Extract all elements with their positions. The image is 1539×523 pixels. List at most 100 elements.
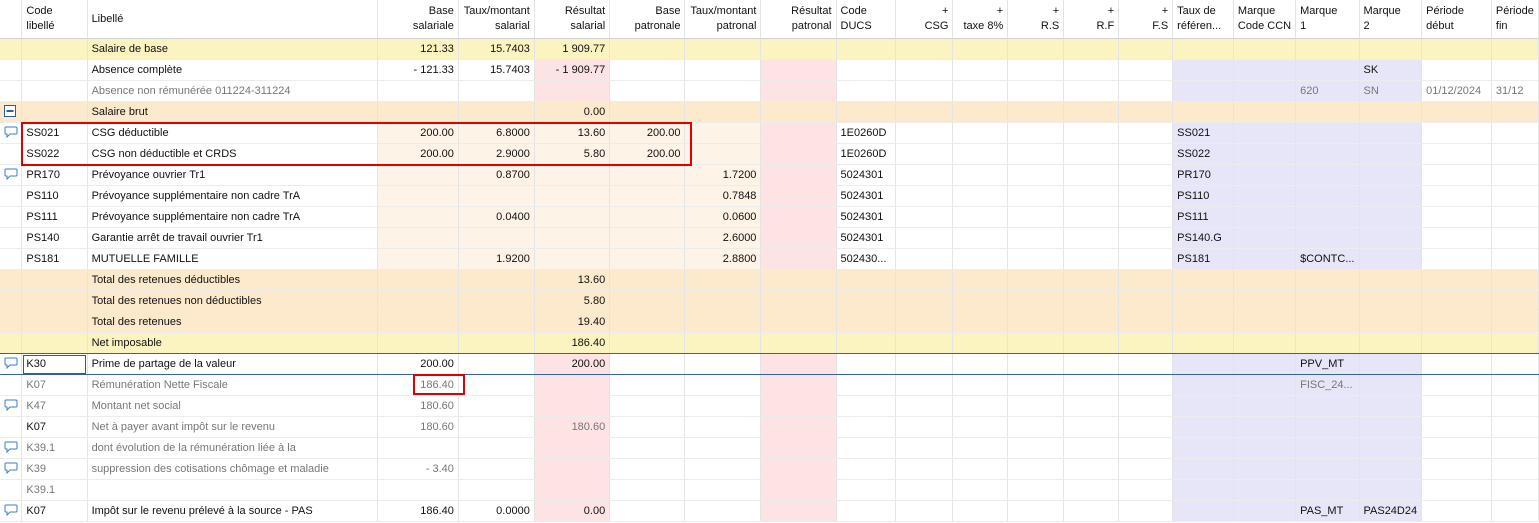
label-cell[interactable]: Prévoyance supplémentaire non cadre TrA bbox=[87, 207, 377, 228]
value-cell[interactable] bbox=[377, 228, 458, 249]
value-cell[interactable] bbox=[1173, 102, 1234, 123]
value-cell[interactable] bbox=[1064, 186, 1119, 207]
value-cell[interactable] bbox=[458, 81, 534, 102]
value-cell[interactable] bbox=[1064, 60, 1119, 81]
value-cell[interactable] bbox=[1064, 81, 1119, 102]
value-cell[interactable] bbox=[1008, 186, 1064, 207]
value-cell[interactable] bbox=[377, 270, 458, 291]
value-cell[interactable] bbox=[685, 417, 761, 438]
value-cell[interactable] bbox=[1296, 270, 1359, 291]
code-cell[interactable] bbox=[22, 39, 87, 60]
value-cell[interactable] bbox=[534, 186, 609, 207]
table-row[interactable]: Total des retenues non déductibles5.80 bbox=[0, 291, 1539, 312]
value-cell[interactable] bbox=[458, 291, 534, 312]
value-cell[interactable] bbox=[1119, 333, 1173, 354]
value-cell[interactable] bbox=[377, 249, 458, 270]
value-cell[interactable] bbox=[685, 60, 761, 81]
value-cell[interactable] bbox=[896, 228, 953, 249]
value-cell[interactable] bbox=[1491, 39, 1538, 60]
value-cell[interactable] bbox=[1173, 333, 1234, 354]
value-cell[interactable] bbox=[761, 312, 836, 333]
value-cell[interactable] bbox=[1173, 396, 1234, 417]
value-cell[interactable] bbox=[610, 165, 685, 186]
table-row[interactable]: Total des retenues déductibles13.60 bbox=[0, 270, 1539, 291]
value-cell[interactable] bbox=[1173, 375, 1234, 396]
value-cell[interactable]: 2.8800 bbox=[685, 249, 761, 270]
value-cell[interactable] bbox=[1491, 438, 1538, 459]
value-cell[interactable] bbox=[1008, 123, 1064, 144]
value-cell[interactable] bbox=[761, 438, 836, 459]
value-cell[interactable] bbox=[1491, 396, 1538, 417]
row-icon[interactable] bbox=[0, 123, 22, 144]
value-cell[interactable] bbox=[1064, 102, 1119, 123]
value-cell[interactable] bbox=[1491, 375, 1538, 396]
value-cell[interactable] bbox=[1359, 249, 1422, 270]
column-header[interactable]: Basepatronale bbox=[610, 0, 685, 39]
column-header[interactable]: CodeDUCS bbox=[836, 0, 896, 39]
label-cell[interactable] bbox=[87, 480, 377, 501]
table-row[interactable]: Net imposable186.40 bbox=[0, 333, 1539, 354]
value-cell[interactable]: 5024301 bbox=[836, 228, 896, 249]
value-cell[interactable] bbox=[1359, 186, 1422, 207]
value-cell[interactable] bbox=[1173, 291, 1234, 312]
value-cell[interactable] bbox=[1296, 144, 1359, 165]
value-cell[interactable] bbox=[458, 396, 534, 417]
value-cell[interactable] bbox=[896, 291, 953, 312]
code-cell[interactable] bbox=[22, 291, 87, 312]
value-cell[interactable]: 5024301 bbox=[836, 186, 896, 207]
value-cell[interactable] bbox=[836, 60, 896, 81]
value-cell[interactable] bbox=[896, 312, 953, 333]
value-cell[interactable] bbox=[1119, 39, 1173, 60]
value-cell[interactable] bbox=[836, 291, 896, 312]
value-cell[interactable] bbox=[534, 249, 609, 270]
value-cell[interactable]: 1E0260D bbox=[836, 144, 896, 165]
value-cell[interactable] bbox=[458, 438, 534, 459]
value-cell[interactable] bbox=[761, 60, 836, 81]
value-cell[interactable] bbox=[1359, 291, 1422, 312]
value-cell[interactable] bbox=[953, 123, 1008, 144]
column-header[interactable]: Marque2 bbox=[1359, 0, 1422, 39]
value-cell[interactable] bbox=[685, 123, 761, 144]
row-icon[interactable] bbox=[0, 438, 22, 459]
value-cell[interactable] bbox=[761, 354, 836, 375]
value-cell[interactable]: 180.60 bbox=[534, 417, 609, 438]
value-cell[interactable] bbox=[1064, 228, 1119, 249]
label-cell[interactable]: Prévoyance supplémentaire non cadre TrA bbox=[87, 186, 377, 207]
code-cell[interactable]: PS140 bbox=[22, 228, 87, 249]
value-cell[interactable] bbox=[1008, 354, 1064, 375]
value-cell[interactable] bbox=[458, 228, 534, 249]
value-cell[interactable] bbox=[953, 459, 1008, 480]
value-cell[interactable] bbox=[953, 354, 1008, 375]
value-cell[interactable] bbox=[685, 312, 761, 333]
table-row[interactable]: K39.1dont évolution de la rémunération l… bbox=[0, 438, 1539, 459]
value-cell[interactable] bbox=[896, 81, 953, 102]
value-cell[interactable] bbox=[458, 354, 534, 375]
value-cell[interactable] bbox=[1422, 39, 1492, 60]
value-cell[interactable] bbox=[1008, 207, 1064, 228]
value-cell[interactable]: 200.00 bbox=[377, 123, 458, 144]
value-cell[interactable] bbox=[377, 291, 458, 312]
value-cell[interactable]: 200.00 bbox=[610, 123, 685, 144]
value-cell[interactable] bbox=[1491, 186, 1538, 207]
value-cell[interactable] bbox=[1296, 228, 1359, 249]
table-row[interactable]: Absence complète- 121.3315.7403- 1 909.7… bbox=[0, 60, 1539, 81]
value-cell[interactable] bbox=[1008, 480, 1064, 501]
value-cell[interactable] bbox=[1422, 291, 1492, 312]
code-cell[interactable] bbox=[22, 102, 87, 123]
value-cell[interactable] bbox=[1233, 501, 1295, 522]
value-cell[interactable] bbox=[1173, 39, 1234, 60]
table-row[interactable]: K47Montant net social180.60 bbox=[0, 396, 1539, 417]
table-row[interactable]: PS110Prévoyance supplémentaire non cadre… bbox=[0, 186, 1539, 207]
value-cell[interactable] bbox=[534, 480, 609, 501]
value-cell[interactable]: 0.0400 bbox=[458, 207, 534, 228]
value-cell[interactable] bbox=[1173, 459, 1234, 480]
column-header[interactable]: Taux/montantpatronal bbox=[685, 0, 761, 39]
code-cell[interactable] bbox=[22, 333, 87, 354]
value-cell[interactable] bbox=[1119, 312, 1173, 333]
value-cell[interactable]: 0.8700 bbox=[458, 165, 534, 186]
table-row[interactable]: K39.1 bbox=[0, 480, 1539, 501]
value-cell[interactable] bbox=[610, 60, 685, 81]
row-icon[interactable] bbox=[0, 459, 22, 480]
value-cell[interactable] bbox=[836, 270, 896, 291]
value-cell[interactable] bbox=[1296, 459, 1359, 480]
